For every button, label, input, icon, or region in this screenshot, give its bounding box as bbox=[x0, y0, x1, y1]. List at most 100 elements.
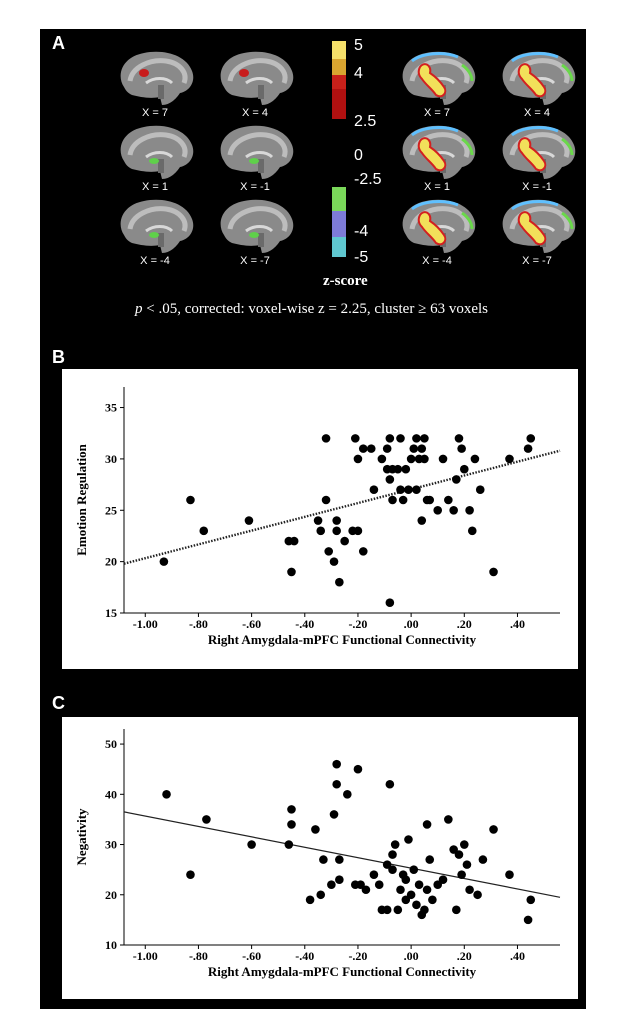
data-point bbox=[457, 444, 466, 453]
brain-cortex bbox=[409, 132, 470, 158]
data-point bbox=[523, 915, 533, 925]
data-point bbox=[353, 526, 363, 536]
data-point bbox=[417, 516, 427, 525]
data-point bbox=[489, 567, 498, 577]
data-point bbox=[459, 464, 469, 474]
emotion-regulation-scatter: 15 20 25 30 35 -1.00 -.80 -.60 -.40 -.20 .00 .20 .40… bbox=[74, 387, 561, 647]
activation-blue bbox=[411, 52, 459, 63]
data-point bbox=[353, 764, 363, 774]
data-point bbox=[287, 820, 296, 829]
data-point bbox=[393, 464, 403, 474]
fit-line bbox=[123, 449, 561, 565]
threshold-note: p < .05, corrected: voxel-wise z = 2.25,… bbox=[135, 301, 488, 318]
data-point bbox=[396, 885, 405, 895]
y-axis-label: Emotion Regulation bbox=[74, 443, 89, 555]
data-point bbox=[425, 855, 435, 864]
activation-green bbox=[561, 211, 574, 230]
slice-label: X = -1 bbox=[240, 181, 270, 193]
data-point bbox=[329, 557, 339, 566]
brain-slice bbox=[392, 195, 482, 255]
colorbar-band bbox=[332, 187, 346, 211]
data-point bbox=[393, 905, 403, 915]
data-point bbox=[505, 870, 514, 879]
brain-stem bbox=[258, 233, 264, 247]
data-point bbox=[335, 577, 344, 587]
data-point bbox=[412, 900, 421, 910]
x-tick-label: -.80 bbox=[189, 949, 208, 963]
brain-callosum bbox=[145, 225, 174, 233]
brain-slice bbox=[210, 47, 300, 107]
brain-cortex bbox=[227, 206, 288, 232]
activation-yellow bbox=[417, 137, 447, 172]
brain-callosum bbox=[245, 77, 274, 85]
activation-blue bbox=[411, 126, 459, 137]
activation-blue bbox=[511, 200, 559, 211]
data-point bbox=[388, 865, 397, 874]
data-point bbox=[409, 444, 419, 453]
data-point bbox=[420, 454, 429, 464]
activation-green bbox=[561, 63, 574, 82]
panel-b-label: B bbox=[52, 347, 65, 367]
data-point bbox=[438, 454, 448, 464]
data-point bbox=[340, 536, 349, 546]
data-point bbox=[467, 526, 477, 536]
activation-blue bbox=[511, 126, 559, 137]
data-point bbox=[186, 495, 195, 505]
y-axis-label: Negativity bbox=[74, 808, 89, 866]
activation-green bbox=[249, 158, 259, 164]
colorbar-tick-label: -2.5 bbox=[354, 171, 382, 188]
data-point bbox=[358, 547, 368, 556]
data-point bbox=[388, 495, 397, 505]
y-tick-label: 15 bbox=[105, 606, 117, 620]
data-point bbox=[162, 790, 171, 799]
brain-slice bbox=[392, 121, 482, 181]
data-point bbox=[452, 475, 461, 484]
data-point bbox=[526, 434, 536, 443]
data-point bbox=[343, 790, 352, 799]
brain-slice-image bbox=[502, 199, 576, 253]
activation-green bbox=[461, 211, 474, 230]
data-point bbox=[385, 434, 395, 443]
data-point bbox=[412, 434, 421, 443]
y-tick-label: 50 bbox=[105, 737, 117, 751]
activation-yellow bbox=[417, 211, 447, 246]
brain-slice-image bbox=[502, 125, 576, 179]
brain-cortex bbox=[127, 58, 188, 84]
x-axis-label: Right Amygdala-mPFC Functional Connectiv… bbox=[208, 632, 477, 647]
x-tick-label: .00 bbox=[404, 617, 419, 631]
data-point bbox=[505, 454, 514, 464]
colorbar-band bbox=[332, 41, 346, 59]
activation-yellow bbox=[517, 211, 547, 246]
y-tick-label: 35 bbox=[105, 401, 117, 415]
brain-slice bbox=[492, 47, 582, 107]
brain-slice bbox=[392, 47, 482, 107]
brain-slice-image bbox=[220, 125, 294, 179]
data-point bbox=[433, 505, 443, 515]
brain-stem bbox=[158, 85, 164, 99]
data-point bbox=[462, 860, 472, 869]
plot-b-area: 15 20 25 30 35 -1.00 -.80 -.60 -.40 -.20 .00 .20 .40… bbox=[62, 369, 578, 669]
brain-stem bbox=[258, 85, 264, 99]
data-point bbox=[465, 505, 474, 515]
brain-cortex bbox=[227, 132, 288, 158]
data-point bbox=[159, 557, 169, 566]
data-point bbox=[287, 805, 296, 814]
brain-slice-image bbox=[120, 199, 194, 253]
brain-slice bbox=[110, 121, 200, 181]
data-point bbox=[406, 890, 416, 900]
activation-yellow bbox=[517, 137, 547, 172]
brain-callosum bbox=[245, 225, 274, 233]
data-point bbox=[425, 495, 435, 505]
data-point bbox=[422, 885, 432, 895]
data-point bbox=[454, 434, 464, 443]
brain-slice-image bbox=[402, 125, 476, 179]
colorbar-band bbox=[332, 211, 346, 237]
brain-cortex bbox=[509, 58, 570, 84]
brain-slice bbox=[492, 121, 582, 181]
y-tick-label: 25 bbox=[105, 503, 117, 517]
data-point bbox=[244, 516, 254, 525]
x-tick-label: .40 bbox=[510, 617, 525, 631]
data-point bbox=[377, 454, 387, 464]
data-point bbox=[459, 840, 469, 849]
x-tick-label: -.20 bbox=[348, 949, 367, 963]
